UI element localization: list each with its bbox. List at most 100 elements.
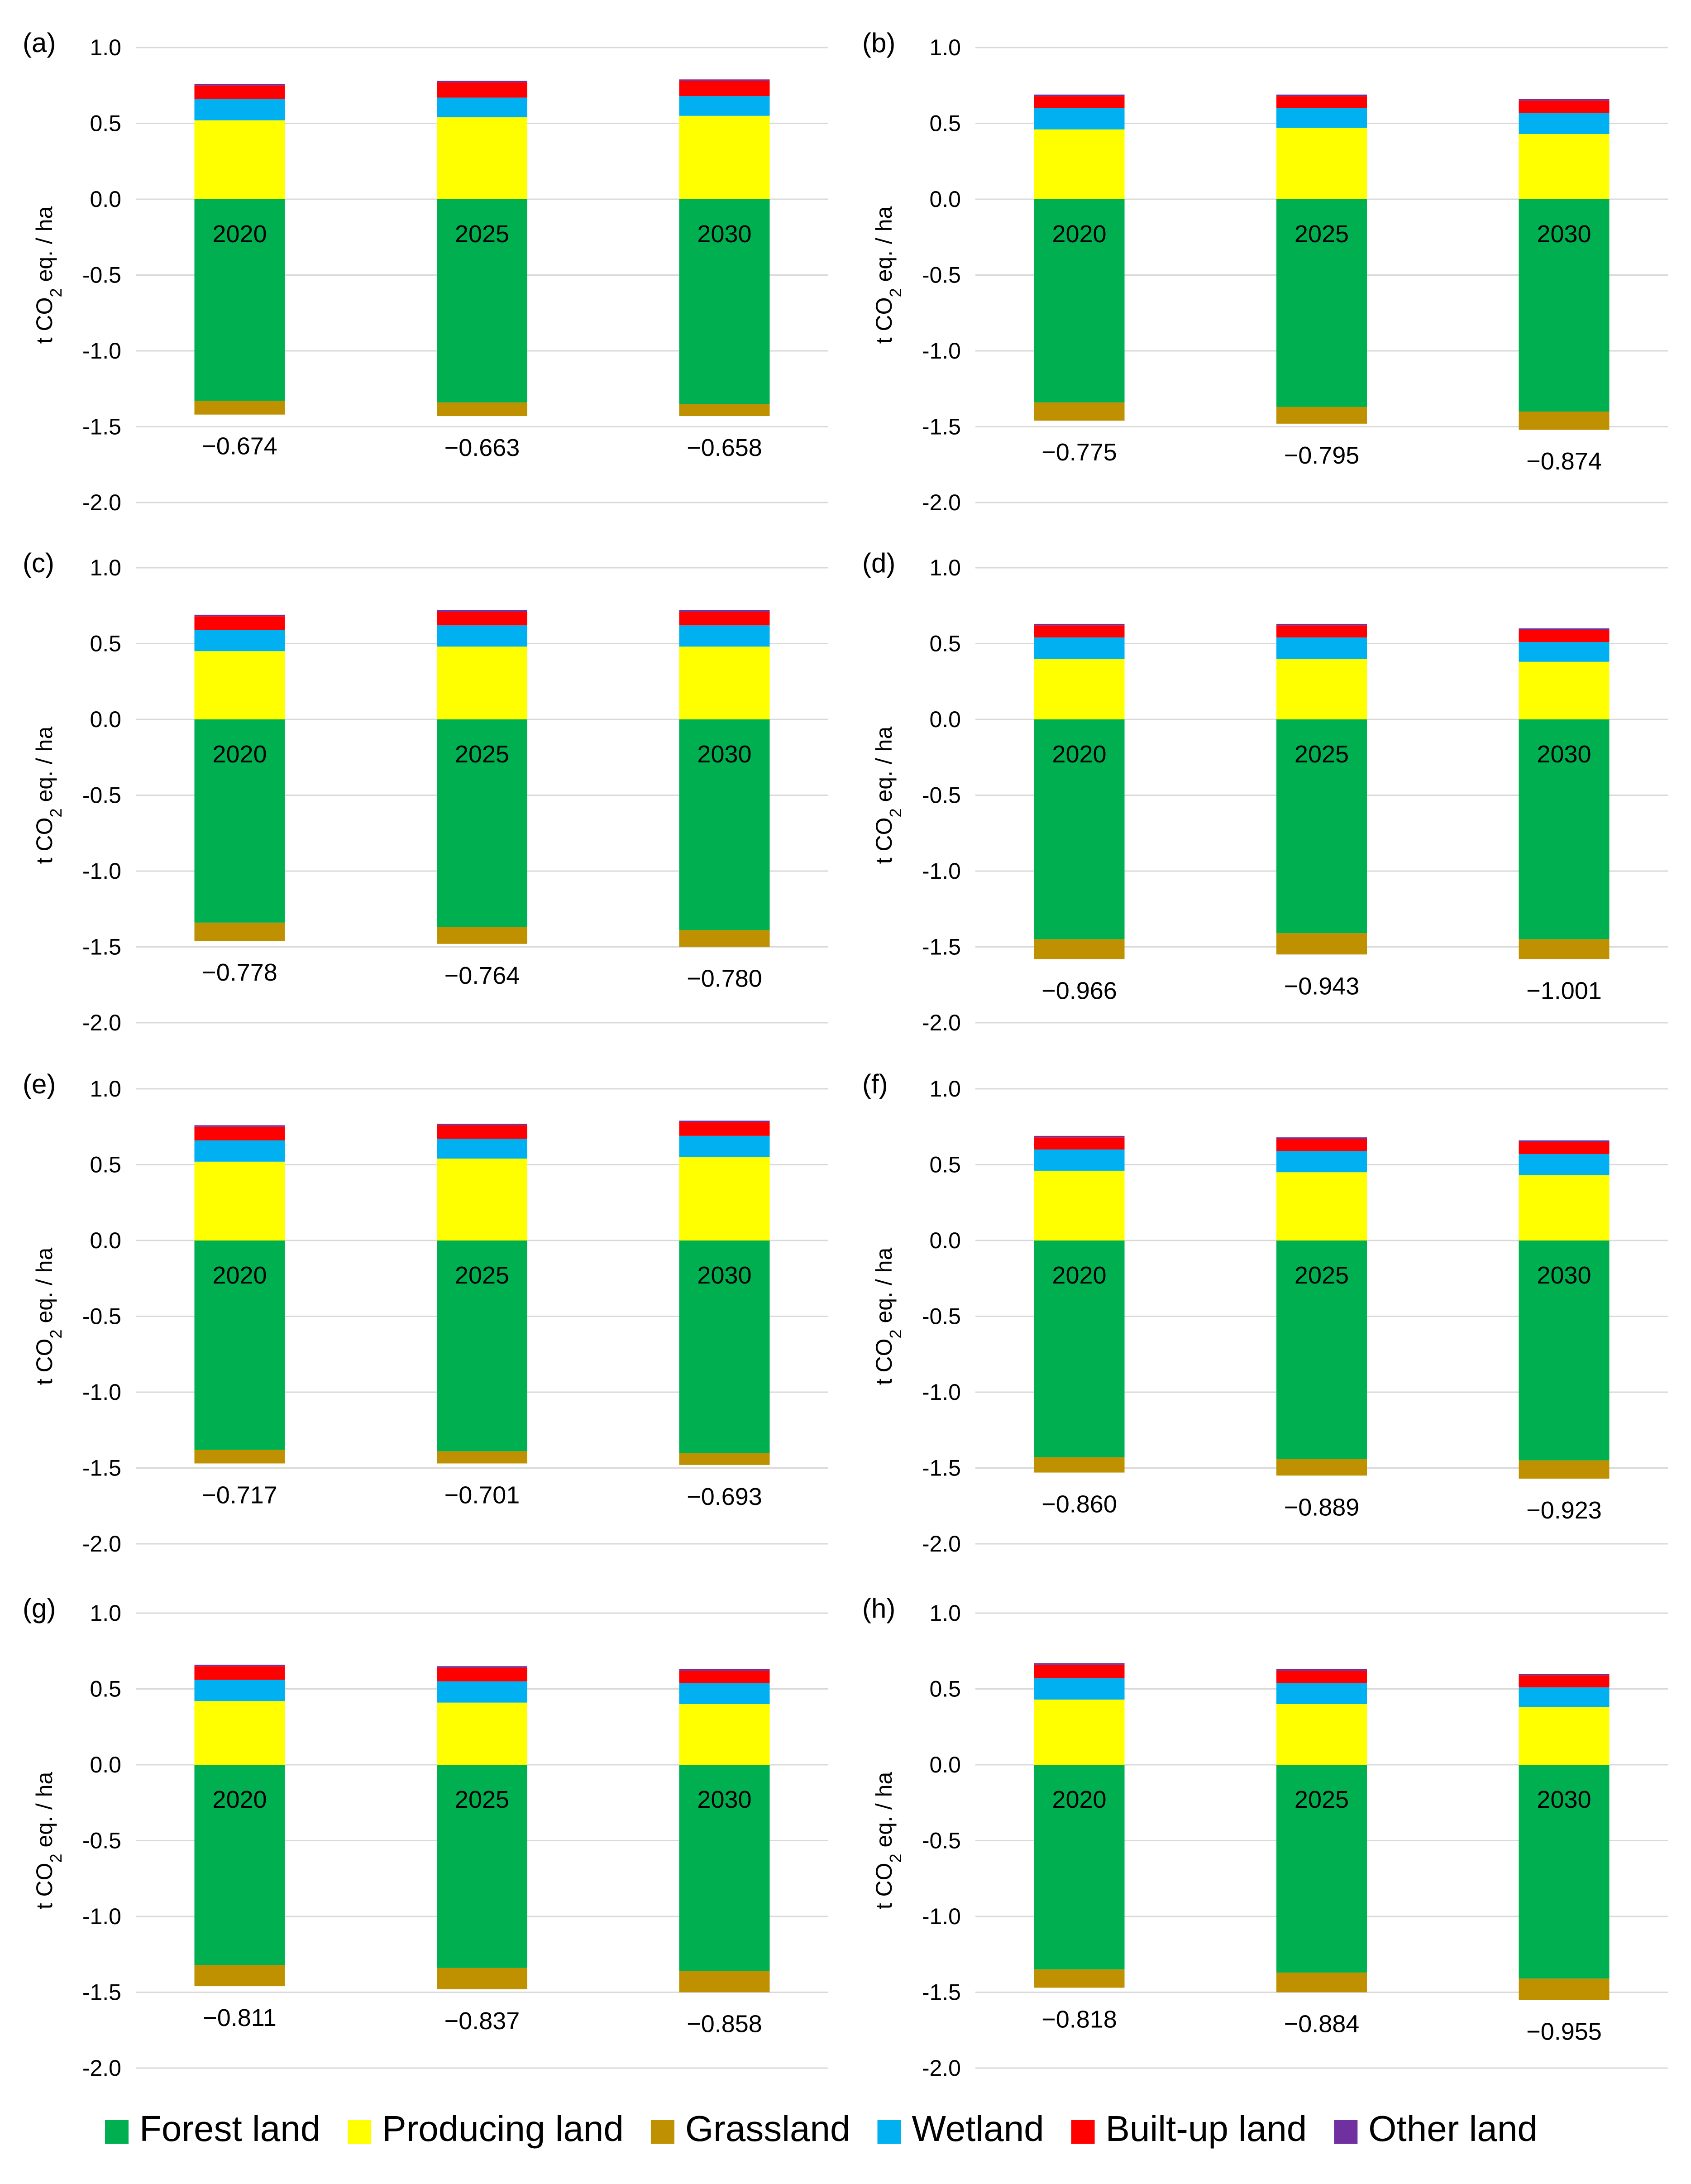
bar-segment-wetland [1276, 1151, 1367, 1173]
category-label: 2025 [1295, 741, 1349, 768]
bar-segment-forest-land [437, 719, 527, 927]
bar-segment-other-land [1276, 94, 1367, 96]
bar-segment-grassland [1034, 939, 1125, 959]
y-axis-label: t CO2 eq. / ha [32, 1772, 65, 1910]
legend-swatch [348, 2120, 372, 2144]
total-label: −0.717 [202, 1481, 277, 1509]
bar-segment-producing-land [679, 115, 770, 199]
total-label: −0.837 [444, 2007, 520, 2035]
y-tick-label: -2.0 [922, 490, 961, 515]
bar-segment-grassland [1276, 407, 1367, 424]
chart-panels: 1.0 0.5 0.0 -0.5 -1.0 -1.5 -2.0 (a) t CO2 eq. / … [23, 28, 1668, 2081]
y-tick-label: -2.0 [922, 1531, 961, 1557]
bar-segment-forest-land [437, 1765, 527, 1968]
y-axis-label: t CO2 eq. / ha [32, 727, 65, 864]
y-tick-label: -0.5 [922, 1304, 961, 1329]
y-axis-label: t CO2 eq. / ha [32, 1248, 65, 1385]
legend-swatch [650, 2120, 674, 2144]
bar-segment-wetland [679, 1683, 770, 1704]
category-label: 2020 [212, 220, 267, 248]
y-tick-label: 0.0 [90, 1752, 121, 1777]
bar-segment-producing-land [1034, 129, 1125, 199]
total-label: −0.943 [1284, 972, 1360, 1000]
bar-segment-built-up-land [437, 1125, 527, 1139]
y-tick-label: -1.5 [922, 1980, 961, 2005]
bar-segment-built-up-land [1519, 1142, 1610, 1154]
bar-segment-grassland [194, 1450, 285, 1464]
bar-segment-producing-land [1276, 128, 1367, 199]
y-tick-label: 0.0 [929, 707, 961, 732]
panel-f: 1.0 0.5 0.0 -0.5 -1.0 -1.5 -2.0 (f) t CO2 eq. / … [862, 1069, 1668, 1557]
bar-segment-grassland [437, 1968, 527, 1989]
bar-segment-forest-land [1034, 1240, 1125, 1458]
total-label: −0.889 [1284, 1494, 1360, 1521]
bar-segment-forest-land [194, 1765, 285, 1965]
y-tick-label: -1.0 [82, 338, 121, 364]
panel-c: 1.0 0.5 0.0 -0.5 -1.0 -1.5 -2.0 (c) t CO2 eq. / … [23, 548, 828, 1035]
bar-segment-built-up-land [1034, 1664, 1125, 1679]
category-label: 2025 [455, 220, 509, 248]
bar-segment-producing-land [1519, 134, 1610, 199]
bar-segment-producing-land [1034, 659, 1125, 719]
legend-item-other: Other land [1334, 2108, 1538, 2149]
bar-segment-wetland [194, 1680, 285, 1701]
bar-segment-built-up-land [194, 85, 285, 99]
bar-segment-built-up-land [1519, 101, 1610, 113]
y-tick-label: -1.0 [82, 858, 121, 884]
total-label: −0.858 [687, 2011, 762, 2038]
total-label: −0.775 [1041, 439, 1117, 466]
bar-segment-built-up-land [1276, 625, 1367, 638]
bar-segment-producing-land [679, 1704, 770, 1765]
total-label: −0.674 [202, 433, 277, 460]
bar-segment-wetland [194, 99, 285, 120]
category-label: 2030 [697, 741, 751, 768]
panel-e: 1.0 0.5 0.0 -0.5 -1.0 -1.5 -2.0 (e) t CO2 eq. / … [23, 1069, 828, 1557]
bar-segment-wetland [679, 1135, 770, 1157]
y-tick-label: 0.5 [90, 1676, 121, 1702]
bar-segment-forest-land [1519, 199, 1610, 412]
bar-segment-producing-land [1519, 661, 1610, 719]
y-tick-label: 1.0 [929, 1076, 961, 1102]
y-tick-label: 0.5 [929, 631, 961, 656]
bar-segment-other-land [194, 1125, 285, 1127]
bar-segment-forest-land [679, 199, 770, 404]
y-tick-label: -0.5 [82, 783, 121, 808]
y-tick-label: 1.0 [90, 1600, 121, 1626]
legend-label: Other land [1368, 2108, 1538, 2149]
bar-segment-other-land [1519, 1140, 1610, 1142]
y-tick-label: -2.0 [82, 2055, 121, 2081]
y-tick-label: -1.5 [82, 934, 121, 960]
legend: Forest land Producing land Grassland Wetlan… [105, 2108, 1538, 2149]
category-label: 2025 [1295, 1262, 1349, 1289]
bar-segment-built-up-land [437, 1667, 527, 1681]
legend-swatch [105, 2120, 129, 2144]
bar-segment-wetland [1034, 108, 1125, 129]
bar-segment-producing-land [194, 651, 285, 719]
category-label: 2025 [455, 1262, 509, 1289]
bar-segment-wetland [1034, 1149, 1125, 1171]
y-tick-label: -1.5 [922, 414, 961, 440]
bar-segment-other-land [194, 1664, 285, 1667]
bar-segment-forest-land [1276, 1765, 1367, 1973]
bar-segment-grassland [194, 401, 285, 415]
bar-segment-other-land [194, 614, 285, 617]
bar-segment-wetland [194, 630, 285, 651]
bar-segment-wetland [1519, 642, 1610, 662]
bar-segment-other-land [1519, 99, 1610, 101]
panel-label: (e) [23, 1069, 56, 1099]
bar-segment-forest-land [1276, 1240, 1367, 1459]
legend-item-builtup: Built-up land [1071, 2108, 1307, 2149]
bar-segment-producing-land [1519, 1707, 1610, 1765]
y-tick-label: -1.0 [922, 858, 961, 884]
y-tick-label: -1.5 [82, 414, 121, 440]
bar-segment-grassland [437, 1451, 527, 1464]
bar-segment-other-land [437, 1666, 527, 1668]
bar-segment-built-up-land [1276, 1671, 1367, 1683]
bar-segment-forest-land [194, 199, 285, 401]
bar-segment-forest-land [1276, 199, 1367, 407]
bar-segment-forest-land [1519, 1240, 1610, 1461]
legend-item-wetland: Wetland [877, 2108, 1044, 2149]
y-tick-label: 0.5 [929, 1152, 961, 1178]
total-label: −0.811 [203, 2004, 277, 2031]
